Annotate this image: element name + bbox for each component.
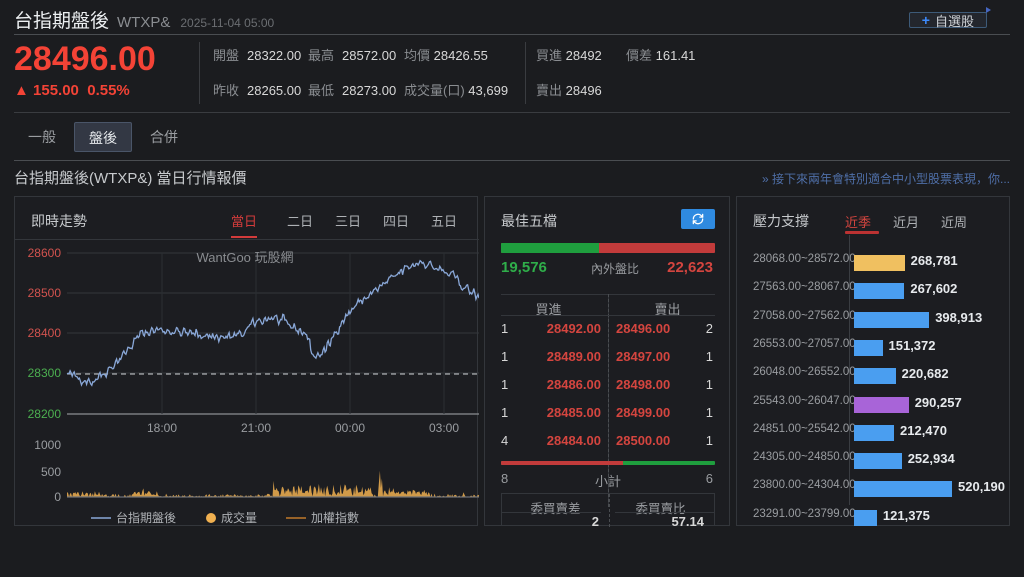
svg-text:1000: 1000 — [34, 438, 61, 452]
svg-text:500: 500 — [41, 465, 61, 479]
svg-text:28600: 28600 — [28, 246, 62, 260]
svg-text:18:00: 18:00 — [147, 421, 177, 435]
svg-text:21:00: 21:00 — [241, 421, 271, 435]
svg-text:加權指數: 加權指數 — [311, 510, 359, 525]
svg-text:WantGoo 玩股網: WantGoo 玩股網 — [196, 250, 293, 265]
svg-text:00:00: 00:00 — [335, 421, 365, 435]
svg-text:台指期盤後: 台指期盤後 — [116, 510, 176, 525]
svg-text:28400: 28400 — [28, 326, 62, 340]
svg-text:0: 0 — [54, 490, 61, 504]
svg-text:03:00: 03:00 — [429, 421, 459, 435]
svg-text:成交量: 成交量 — [221, 510, 257, 525]
svg-text:28200: 28200 — [28, 407, 62, 421]
svg-text:28300: 28300 — [28, 366, 62, 380]
svg-text:28500: 28500 — [28, 286, 62, 300]
